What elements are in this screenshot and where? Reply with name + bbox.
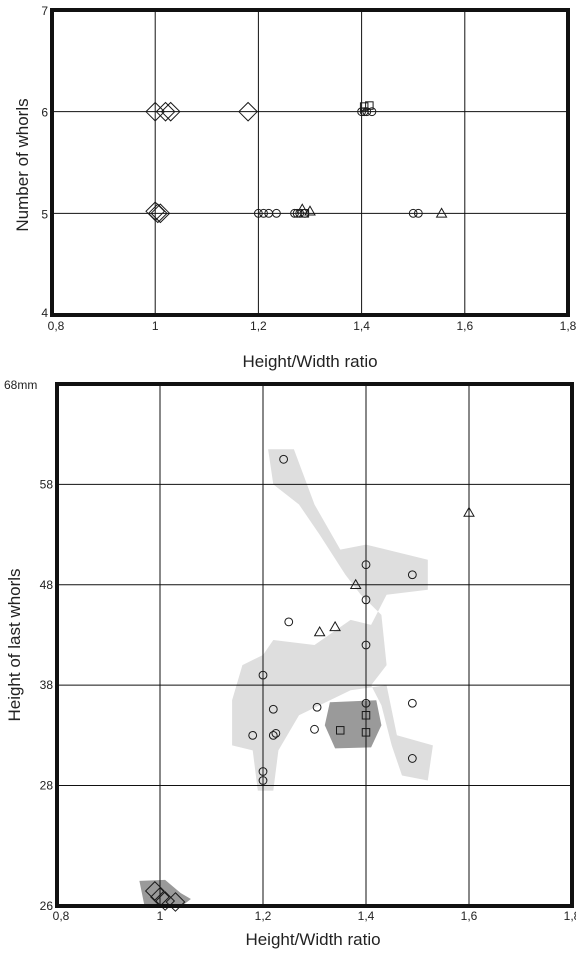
chart2-frame [55,382,574,908]
chart2-point-circle [361,595,371,605]
chart1-point-circle [413,208,423,218]
chart2-point-circle [407,754,417,763]
chart1-point-diamond [145,101,166,122]
chart1-x-tick: 1,4 [353,319,370,333]
chart1-y-axis-label: Number of whorls [13,98,32,231]
chart2-point-diamond [155,891,176,911]
chart1-point-diamond [147,203,168,224]
chart2-point-circle [361,698,371,708]
chart1-tick-labels: 0,8 1 1,2 1,4 1,6 1,8 4 5 6 7 [41,4,576,333]
chart2-point-triangle [313,625,326,637]
chart2-shaded-region-dark [324,700,382,749]
chart2-point-circle [258,767,268,776]
chart-last-whorl-height: 68mm 0,8 1 1,2 1,4 1,6 1,8 26 28 38 48 58 Height/W… [4,378,576,949]
chart2-point-square [361,728,371,737]
chart1-y-tick: 4 [41,306,48,320]
chart2-x-tick: 1,4 [358,909,375,923]
chart1-y-tick: 6 [41,106,48,120]
chart1-point-circle [259,208,268,218]
chart2-point-circle [312,702,322,712]
chart1-x-tick: 1,2 [250,319,267,333]
chart2-point-triangle [349,578,362,590]
chart1-point-square [359,102,369,111]
chart1-point-diamond [155,101,176,122]
chart1-x-tick: 1,8 [560,319,576,333]
chart2-y-tick: 38 [40,678,54,692]
chart2-point-diamond [144,881,165,901]
chart2-point-circle [268,704,278,714]
chart2-point-diamond [165,892,186,912]
chart2-point-square [361,711,371,720]
chart1-x-tick: 1 [152,319,159,333]
chart2-point-circle [361,560,371,570]
chart2-gridlines [57,384,572,906]
chart2-point-circle [361,640,371,650]
chart1-point-square [365,101,374,110]
chart2-y-tick: 48 [40,578,54,592]
chart1-frame [50,8,570,317]
chart2-tick-labels: 0,8 1 1,2 1,4 1,6 1,8 26 28 38 48 58 [40,477,576,923]
chart2-point-circle [271,728,281,738]
chart1-point-diamond [238,101,258,122]
chart2-x-tick: 1 [157,909,164,923]
chart2-point-circle [248,730,258,740]
chart2-y-axis-label: Height of last whorls [5,568,24,721]
chart2-shaded-region-light [232,449,433,791]
chart2-point-triangle [463,506,475,517]
chart1-gridlines [52,10,568,315]
chart2-point-square [336,726,345,735]
chart1-markers [145,101,448,224]
chart2-point-circle [258,670,268,680]
chart2-unit-label: 68mm [4,378,37,392]
chart1-point-circle [367,107,377,117]
chart2-point-circle [310,724,319,734]
chart2-x-tick: 1,2 [255,909,272,923]
chart2-point-circle [268,730,278,740]
chart1-x-axis-label: Height/Width ratio [242,352,377,371]
chart1-x-tick: 0,8 [48,319,65,333]
chart2-markers [144,454,475,912]
chart2-y-tick: 26 [40,899,54,913]
chart1-point-circle [408,208,418,218]
chart1-point-diamond [150,203,171,224]
chart1-y-tick: 7 [41,4,48,18]
chart1-x-tick: 1,6 [456,319,473,333]
chart2-point-triangle [329,620,341,632]
chart2-point-circle [258,776,268,785]
chart2-point-circle [407,570,417,580]
chart2-x-tick: 1,6 [461,909,478,923]
chart1-point-circle [272,208,281,218]
chart1-point-triangle [296,203,309,214]
chart1-point-circle [254,208,263,218]
chart1-y-tick: 5 [41,207,48,221]
chart2-x-tick: 0,8 [53,909,70,923]
chart1-point-circle [357,107,367,117]
chart2-point-circle [407,698,417,708]
chart2-shaded-regions [139,449,433,907]
chart2-x-axis-label: Height/Width ratio [245,930,380,949]
chart1-point-circle [362,107,372,117]
chart1-point-diamond [160,101,181,122]
chart2-y-tick: 58 [40,477,54,491]
chart2-point-circle [279,454,289,464]
chart1-point-triangle [304,205,316,216]
chart1-point-triangle [435,207,448,218]
chart2-x-tick: 1,8 [564,909,576,923]
chart2-y-tick: 28 [40,779,54,793]
chart2-point-circle [284,617,294,627]
